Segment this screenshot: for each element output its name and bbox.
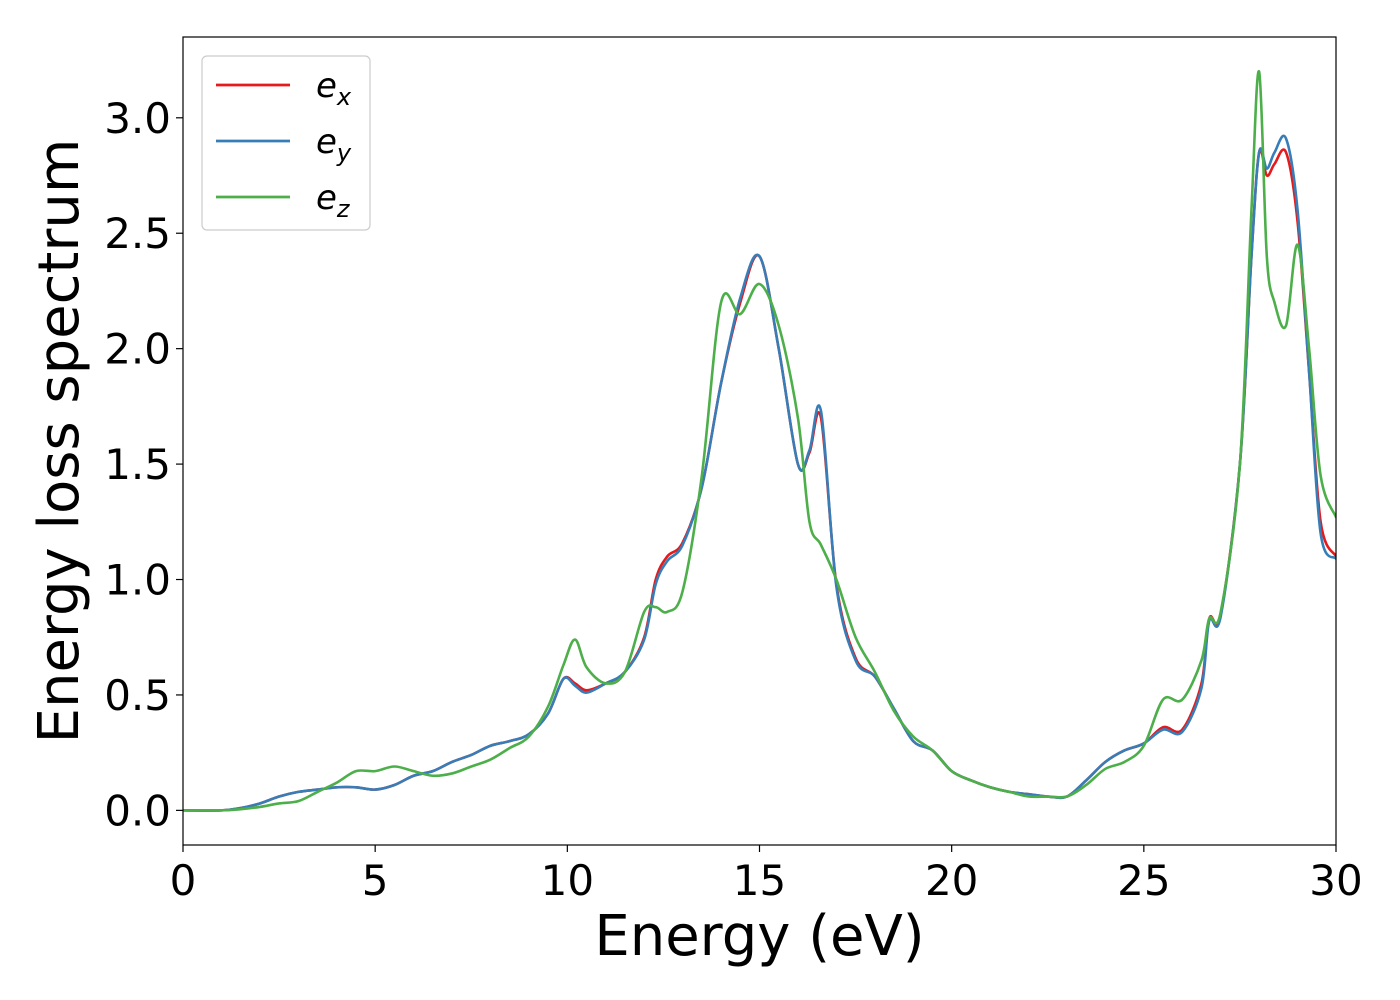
y-axis-label: Energy loss spectrum bbox=[27, 139, 92, 744]
y-tick-label: 1.0 bbox=[104, 556, 171, 605]
y-tick-label: 0.5 bbox=[104, 671, 171, 720]
x-axis-label: Energy (eV) bbox=[594, 904, 924, 969]
legend-label-x: ex bbox=[316, 66, 352, 111]
legend: ex ey ez bbox=[201, 55, 371, 231]
x-tick-label: 15 bbox=[733, 856, 786, 905]
x-tick-label: 10 bbox=[541, 856, 594, 905]
x-tick-label: 25 bbox=[1117, 856, 1170, 905]
x-tick-label: 0 bbox=[170, 856, 197, 905]
legend-box bbox=[201, 55, 371, 231]
series-layer bbox=[183, 70, 1336, 812]
y-tick-label: 1.5 bbox=[104, 440, 171, 489]
x-tick-label: 5 bbox=[362, 856, 389, 905]
y-tick-label: 2.0 bbox=[104, 325, 171, 374]
y-axis: 0.0 0.5 1.0 1.5 2.0 2.5 3.0 bbox=[104, 94, 183, 835]
series-line-e-z bbox=[183, 70, 1336, 812]
legend-label-z: ez bbox=[316, 178, 351, 223]
y-tick-label: 0.0 bbox=[104, 786, 171, 835]
y-tick-label: 2.5 bbox=[104, 209, 171, 258]
y-tick-label: 3.0 bbox=[104, 94, 171, 143]
x-tick-label: 30 bbox=[1309, 856, 1362, 905]
x-axis: 0 5 10 15 20 25 30 bbox=[170, 845, 1363, 905]
legend-label-y: ey bbox=[316, 122, 352, 167]
x-tick-label: 20 bbox=[925, 856, 978, 905]
